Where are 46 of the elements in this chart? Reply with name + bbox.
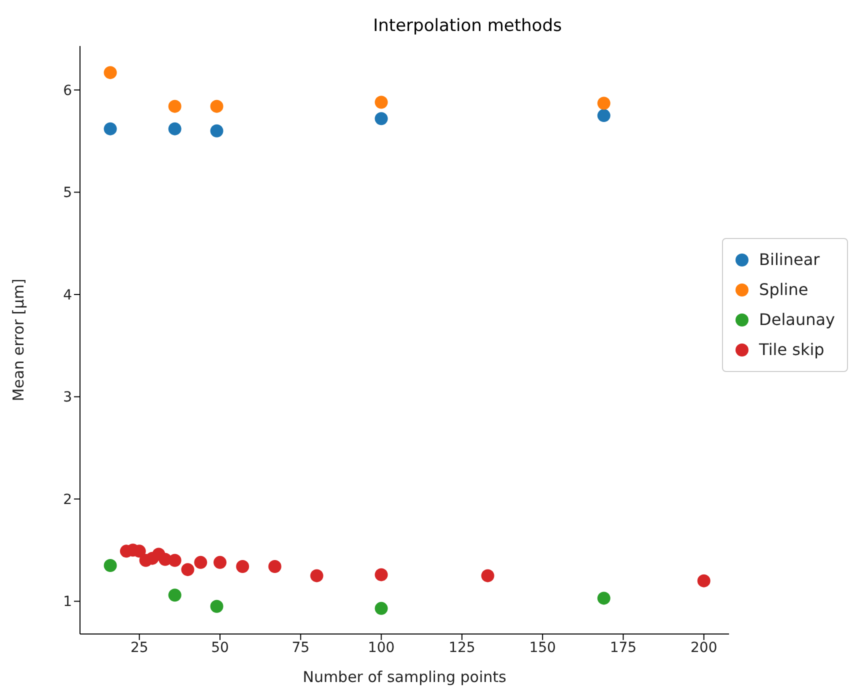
point — [168, 100, 182, 113]
x-tick-label: 25 — [130, 640, 148, 656]
point — [168, 554, 182, 567]
y-tick-label: 4 — [63, 287, 72, 304]
x-tick-label: 50 — [211, 640, 229, 656]
point — [210, 124, 224, 138]
point — [210, 100, 224, 113]
legend-label: Bilinear — [759, 249, 820, 271]
y-tick-label: 3 — [63, 390, 72, 406]
point — [374, 602, 388, 615]
point — [214, 556, 226, 569]
legend-label: Tile skip — [759, 339, 824, 361]
point — [104, 66, 117, 80]
point — [104, 122, 117, 136]
point — [597, 109, 610, 122]
point — [597, 96, 610, 110]
point — [168, 122, 182, 136]
y-axis-title: Mean error [μm] — [9, 278, 28, 402]
point — [168, 588, 182, 602]
x-axis-title: Number of sampling points — [302, 668, 506, 686]
x-tick-label: 125 — [448, 640, 476, 656]
point — [374, 96, 388, 109]
point — [481, 569, 494, 582]
x-tick-label: 150 — [529, 640, 556, 656]
point — [374, 568, 388, 582]
legend-label: Spline — [759, 279, 808, 301]
x-tick-label: 75 — [292, 640, 310, 656]
chart-title: Interpolation methods — [372, 16, 563, 36]
y-tick-label: 6 — [63, 82, 72, 99]
point — [236, 560, 250, 574]
point — [310, 569, 324, 582]
point — [104, 558, 117, 572]
point — [181, 563, 194, 576]
y-tick-label: 5 — [63, 185, 72, 202]
point — [374, 112, 388, 126]
point — [210, 600, 224, 613]
x-tick-label: 100 — [368, 640, 395, 656]
y-tick-label: 1 — [63, 594, 72, 610]
point — [697, 574, 710, 588]
x-tick-label: 200 — [690, 640, 718, 656]
legend-label: Delaunay — [759, 309, 835, 331]
point — [268, 560, 282, 574]
point — [194, 556, 208, 569]
y-tick-label: 2 — [63, 492, 72, 508]
x-tick-label: 175 — [610, 640, 637, 656]
point — [597, 592, 610, 605]
